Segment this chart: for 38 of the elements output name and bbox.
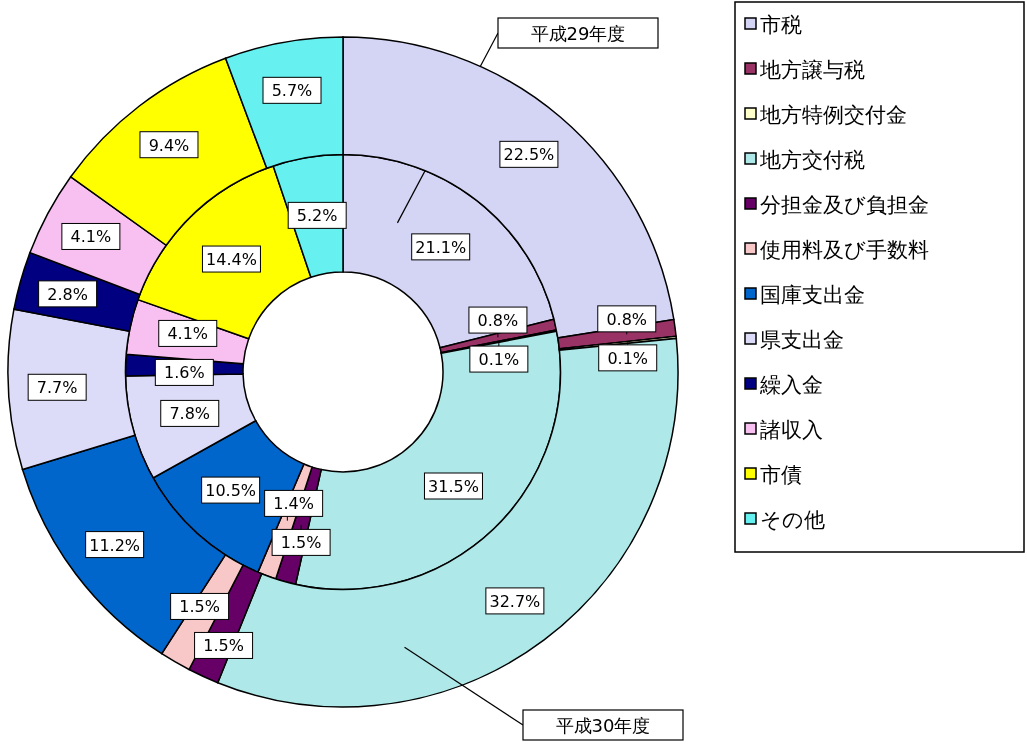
legend-label: その他 [760,508,825,532]
data-label: 31.5% [428,477,479,496]
data-label: 1.6% [164,363,205,383]
legend-label: 諸収入 [760,418,823,442]
data-label: 7.7% [36,378,78,398]
data-label: 22.5% [503,145,555,165]
legend-label: 市税 [760,13,802,37]
data-label: 9.4% [148,135,190,155]
data-label: 0.8% [477,311,519,331]
data-label: 5.2% [296,206,338,226]
data-label: 1.5% [179,597,220,617]
data-label: 14.4% [206,250,257,270]
legend-label: 地方譲与税 [759,58,865,82]
data-label: 10.5% [205,481,257,501]
data-label: 2.8% [47,284,88,304]
data-label: 1.4% [273,494,314,514]
legend-label: 地方特例交付金 [759,103,907,127]
data-label: 5.7% [271,81,313,101]
legend-label: 国庫支出金 [760,283,865,307]
legend-label: 市債 [760,463,802,487]
data-label: 7.8% [169,404,211,424]
data-label: 0.1% [478,350,520,370]
data-label: 21.1% [415,237,467,257]
data-label: 4.1% [167,324,209,344]
data-label: 1.5% [280,533,322,553]
data-label: 0.1% [607,348,649,368]
slice-label: 平成30年度 [555,715,651,736]
legend-label: 使用料及び手数料 [760,238,929,262]
legend-label: 県支出金 [760,328,844,352]
data-label: 11.2% [89,535,141,555]
slice-label: 平成29年度 [530,23,626,44]
data-label: 1.5% [203,636,244,656]
legend-label: 地方交付税 [759,148,865,172]
legend-label: 分担金及び負担金 [760,193,929,217]
data-label: 32.7% [489,591,541,611]
legend-label: 繰入金 [759,373,823,397]
data-label: 4.1% [70,227,112,247]
data-label: 0.8% [606,309,648,329]
